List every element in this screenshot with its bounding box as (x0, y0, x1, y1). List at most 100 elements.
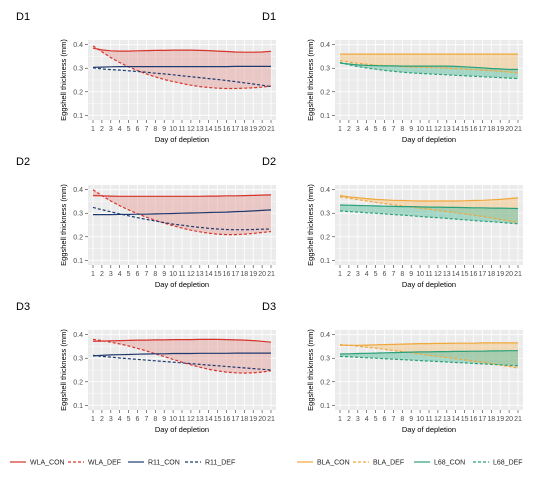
x-tick-label: 16 (223, 126, 231, 133)
legend-label: R11_DEF (205, 460, 235, 467)
shaded-band-l68 (340, 205, 518, 224)
x-tick-label: 9 (409, 416, 413, 423)
x-tick-label: 21 (267, 126, 275, 133)
x-tick-label: 12 (434, 271, 442, 278)
x-tick-label: 12 (187, 126, 195, 133)
series-line-r11-con (92, 352, 271, 357)
series-line-l68-con (339, 350, 518, 355)
series-line-bla-def (339, 196, 519, 224)
x-tick-label: 6 (383, 126, 387, 133)
x-tick-label: 13 (196, 271, 204, 278)
y-axis-label: Eggshell thickness (mm) (59, 329, 68, 411)
x-tick-label: 12 (434, 416, 442, 423)
y-tick-label: 0.1 (73, 258, 83, 265)
chart-panel-5: D30.10.20.30.41 2 3 4 5 6 7 8 9 10 11 12 13 14 15 16 17 1… (16, 301, 276, 434)
x-tick-label: 19 (496, 126, 504, 133)
x-tick-label: 1 (91, 416, 95, 423)
y-tick-label: 0.1 (73, 403, 83, 410)
x-tick-label: 12 (187, 416, 195, 423)
x-tick-label: 9 (162, 416, 166, 423)
x-axis-label: Day of depletion (402, 280, 456, 289)
x-tick-label: 15 (214, 126, 222, 133)
x-tick-label: 19 (249, 271, 257, 278)
x-tick-label: 21 (267, 416, 275, 423)
y-tick-label: 0.2 (73, 89, 83, 96)
x-tick-label: 21 (514, 271, 522, 278)
x-tick-label: 20 (258, 126, 266, 133)
y-tick-label: 0.2 (320, 234, 330, 241)
x-tick-label: 13 (196, 126, 204, 133)
y-tick-label: 0.3 (73, 66, 83, 73)
x-tick-label: 3 (356, 271, 360, 278)
x-tick-label: 9 (162, 126, 166, 133)
x-tick-label: 7 (391, 271, 395, 278)
x-tick-label: 11 (425, 416, 432, 423)
legend-label: WLA_DEF (88, 460, 121, 467)
x-tick-label: 14 (205, 416, 213, 423)
series-line-bla-con (339, 195, 519, 202)
series-line-r11-con (92, 65, 271, 68)
chart-panel-6: D30.10.20.30.41 2 3 4 5 6 7 8 9 10 11 12 13 14 15 16 17 1… (262, 301, 523, 434)
x-tick-label: 17 (232, 126, 240, 133)
x-tick-label: 4 (365, 271, 369, 278)
x-tick-label: 7 (144, 271, 148, 278)
x-tick-label: 4 (365, 126, 369, 133)
series-line-wla-con (92, 338, 272, 343)
legend-label: L68_DEF (493, 460, 523, 467)
x-tick-label: 6 (136, 416, 140, 423)
shaded-band-bla (340, 342, 518, 369)
x-tick-label: 10 (169, 126, 177, 133)
x-tick-label: 18 (240, 126, 248, 133)
y-tick-label: 0.4 (73, 42, 83, 49)
x-tick-label: 2 (347, 416, 351, 423)
legend-label: R11_CON (148, 460, 180, 467)
x-tick-label: 16 (470, 126, 478, 133)
x-tick-label: 15 (461, 416, 469, 423)
x-tick-label: 18 (240, 416, 248, 423)
x-tick-label: 19 (496, 416, 504, 423)
series-line-l68-con (339, 204, 519, 210)
x-axis-label: Day of depletion (155, 135, 209, 144)
series-line-l68-con (339, 62, 518, 70)
x-tick-label: 9 (409, 271, 413, 278)
panel-title: D3 (262, 301, 276, 313)
x-tick-label: 14 (452, 271, 460, 278)
x-tick-label: 4 (118, 271, 122, 278)
y-tick-label: 0.2 (73, 379, 83, 386)
x-axis-label: Day of depletion (402, 425, 456, 434)
x-tick-label: 16 (223, 416, 231, 423)
y-axis-label: Eggshell thickness (mm) (306, 184, 315, 266)
y-tick-label: 0.3 (320, 356, 330, 363)
x-tick-label: 3 (356, 416, 360, 423)
panel-title: D2 (262, 156, 276, 168)
series-line-wla-con (92, 47, 272, 53)
x-tick-label: 6 (383, 271, 387, 278)
x-tick-label: 11 (178, 126, 185, 133)
y-tick-label: 0.4 (73, 187, 83, 194)
panel-title: D2 (16, 156, 30, 168)
x-tick-label: 8 (153, 271, 157, 278)
x-tick-label: 10 (416, 416, 424, 423)
x-tick-label: 20 (258, 416, 266, 423)
x-tick-label: 12 (434, 126, 442, 133)
shaded-band-wla (93, 189, 271, 235)
y-tick-label: 0.1 (320, 113, 330, 120)
panel-title: D3 (16, 301, 30, 313)
x-tick-label: 8 (153, 416, 157, 423)
x-tick-label: 17 (479, 271, 487, 278)
x-axis-label: Day of depletion (155, 280, 209, 289)
x-tick-label: 18 (487, 126, 495, 133)
y-tick-label: 0.2 (320, 89, 330, 96)
x-tick-label: 14 (205, 271, 213, 278)
y-tick-label: 0.3 (73, 211, 83, 218)
series-line-l68-def (339, 61, 519, 80)
panel-title: D1 (262, 11, 276, 23)
x-tick-label: 11 (178, 271, 185, 278)
x-tick-label: 8 (400, 271, 404, 278)
x-tick-label: 21 (514, 126, 522, 133)
x-tick-label: 20 (505, 416, 513, 423)
y-tick-label: 0.3 (73, 356, 83, 363)
x-tick-label: 10 (169, 271, 177, 278)
legend-right: BLA_CON BLA_DEF L68_CON L68_DEF (297, 460, 523, 467)
y-tick-label: 0.1 (73, 113, 83, 120)
